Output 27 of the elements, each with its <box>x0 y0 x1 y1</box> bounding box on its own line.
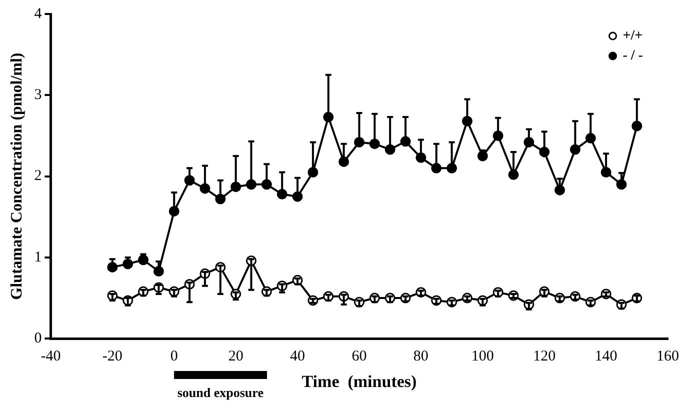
x-tick-label: 40 <box>290 348 306 365</box>
point <box>524 136 534 148</box>
point <box>462 292 472 304</box>
x-tick-label: 140 <box>594 348 618 365</box>
x-tick-label: 120 <box>533 348 556 365</box>
x-tick-label: 100 <box>471 348 494 365</box>
y-tick-label: 2 <box>34 168 42 184</box>
point <box>508 290 519 301</box>
x-tick-label: -20 <box>102 348 122 365</box>
x-tick-label: 20 <box>228 348 244 365</box>
y-tick-label: 3 <box>34 87 42 104</box>
point <box>600 288 612 300</box>
text: sound exposure <box>177 384 264 401</box>
point <box>431 162 442 174</box>
x-tick-label: 0 <box>170 348 178 365</box>
x-tick-label: -40 <box>40 348 61 365</box>
x-tick-label: 60 <box>352 348 367 365</box>
y-tick-label: 0 <box>34 330 42 347</box>
y-tick-label: 4 <box>34 6 42 22</box>
x-tick-label: 160 <box>656 348 679 365</box>
y-axis-title: Glutamate Concentration (pmol/ml) <box>8 52 26 300</box>
x-axis-title: Time (minutes) <box>302 372 417 392</box>
legend-label: - / - <box>622 48 644 64</box>
y-tick-label: 1 <box>34 249 42 266</box>
legend-label: +/+ <box>622 28 643 44</box>
x-tick-label: 80 <box>413 348 428 365</box>
point <box>308 295 318 306</box>
